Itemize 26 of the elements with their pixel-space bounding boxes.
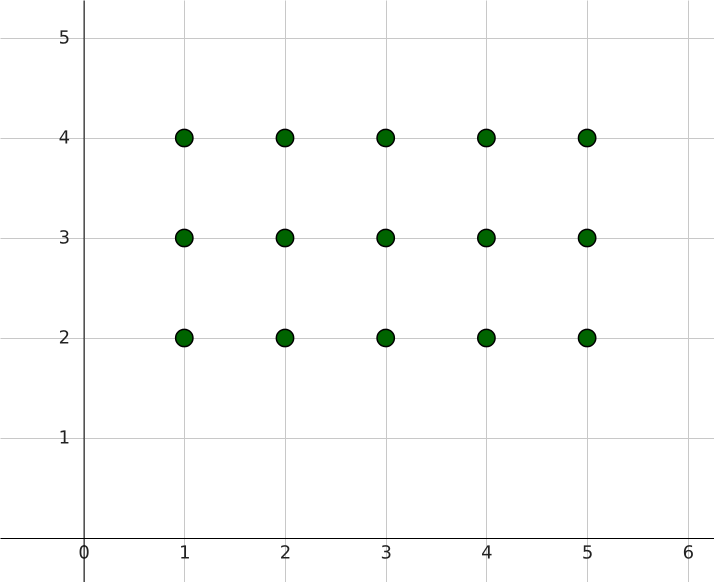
point [376, 228, 396, 248]
point [276, 128, 294, 148]
point [578, 328, 597, 348]
x-tick-label: 4 [481, 542, 493, 564]
y-tick-label: 1 [58, 428, 70, 448]
y-tick-label: 3 [58, 228, 70, 248]
y-tick-label: 2 [58, 328, 70, 348]
x-tick-label: 6 [682, 542, 694, 564]
x-tick-label: 2 [280, 542, 292, 564]
y-tick-label: 4 [58, 128, 70, 148]
y-tick-label: 5 [58, 28, 70, 48]
x-tick-label: 3 [380, 542, 392, 564]
point [578, 128, 597, 148]
point [376, 128, 396, 148]
x-tick-label: 1 [179, 542, 191, 564]
point [578, 228, 597, 248]
point [174, 228, 194, 248]
point [174, 328, 194, 348]
point [476, 128, 496, 148]
point [476, 328, 496, 348]
point [376, 328, 396, 348]
point [174, 128, 194, 148]
point [276, 328, 294, 348]
point [276, 228, 294, 248]
point [476, 228, 496, 248]
x-tick-label: 5 [582, 542, 594, 564]
